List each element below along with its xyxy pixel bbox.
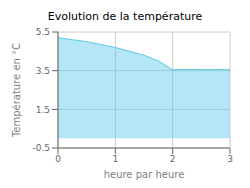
svg-text:-0.5: -0.5	[32, 143, 50, 153]
svg-text:1.5: 1.5	[36, 105, 50, 115]
html-text:Evolution de la température: Evolution de la température	[47, 10, 203, 23]
svg-text:0: 0	[55, 154, 61, 164]
svg-text:3: 3	[227, 154, 233, 164]
svg-text:1: 1	[112, 154, 118, 164]
svg-text:heure par heure: heure par heure	[104, 169, 185, 180]
svg-text:5.5: 5.5	[36, 27, 50, 37]
svg-text:3.5: 3.5	[36, 66, 50, 76]
svg-text:2: 2	[170, 154, 176, 164]
svg-text:Température en °C: Température en °C	[11, 43, 22, 138]
